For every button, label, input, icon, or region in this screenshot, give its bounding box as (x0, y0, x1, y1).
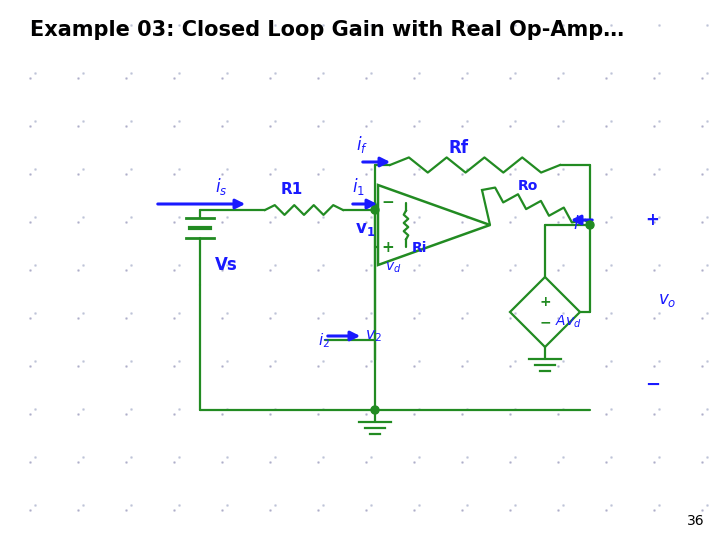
Text: $v_d$: $v_d$ (385, 261, 402, 275)
Text: Example 03: Closed Loop Gain with Real Op-Amp…: Example 03: Closed Loop Gain with Real O… (30, 20, 624, 40)
Text: +: + (382, 240, 395, 255)
Text: −: − (539, 315, 551, 329)
Text: $i_1$: $i_1$ (352, 176, 365, 197)
Text: $v_2$: $v_2$ (365, 328, 382, 344)
Text: −: − (382, 195, 395, 210)
Text: Rf: Rf (448, 139, 468, 157)
Text: 36: 36 (688, 514, 705, 528)
Text: $i_s$: $i_s$ (215, 176, 228, 197)
Text: $i_f$: $i_f$ (356, 134, 368, 155)
Circle shape (371, 206, 379, 214)
Text: Ri: Ri (412, 241, 428, 255)
Text: −: − (645, 376, 660, 394)
Text: +: + (539, 295, 551, 309)
Text: $\mathbf{v_1}$: $\mathbf{v_1}$ (355, 220, 375, 238)
Text: $i$: $i$ (573, 215, 580, 233)
Text: Vs: Vs (215, 256, 238, 274)
Circle shape (371, 406, 379, 414)
Text: $i_2$: $i_2$ (318, 332, 330, 350)
Circle shape (586, 221, 594, 229)
Text: $v_o$: $v_o$ (658, 291, 676, 309)
Text: R1: R1 (281, 182, 303, 197)
Text: Ro: Ro (518, 179, 539, 193)
Text: +: + (645, 211, 659, 229)
Text: $Av_d$: $Av_d$ (555, 314, 582, 330)
